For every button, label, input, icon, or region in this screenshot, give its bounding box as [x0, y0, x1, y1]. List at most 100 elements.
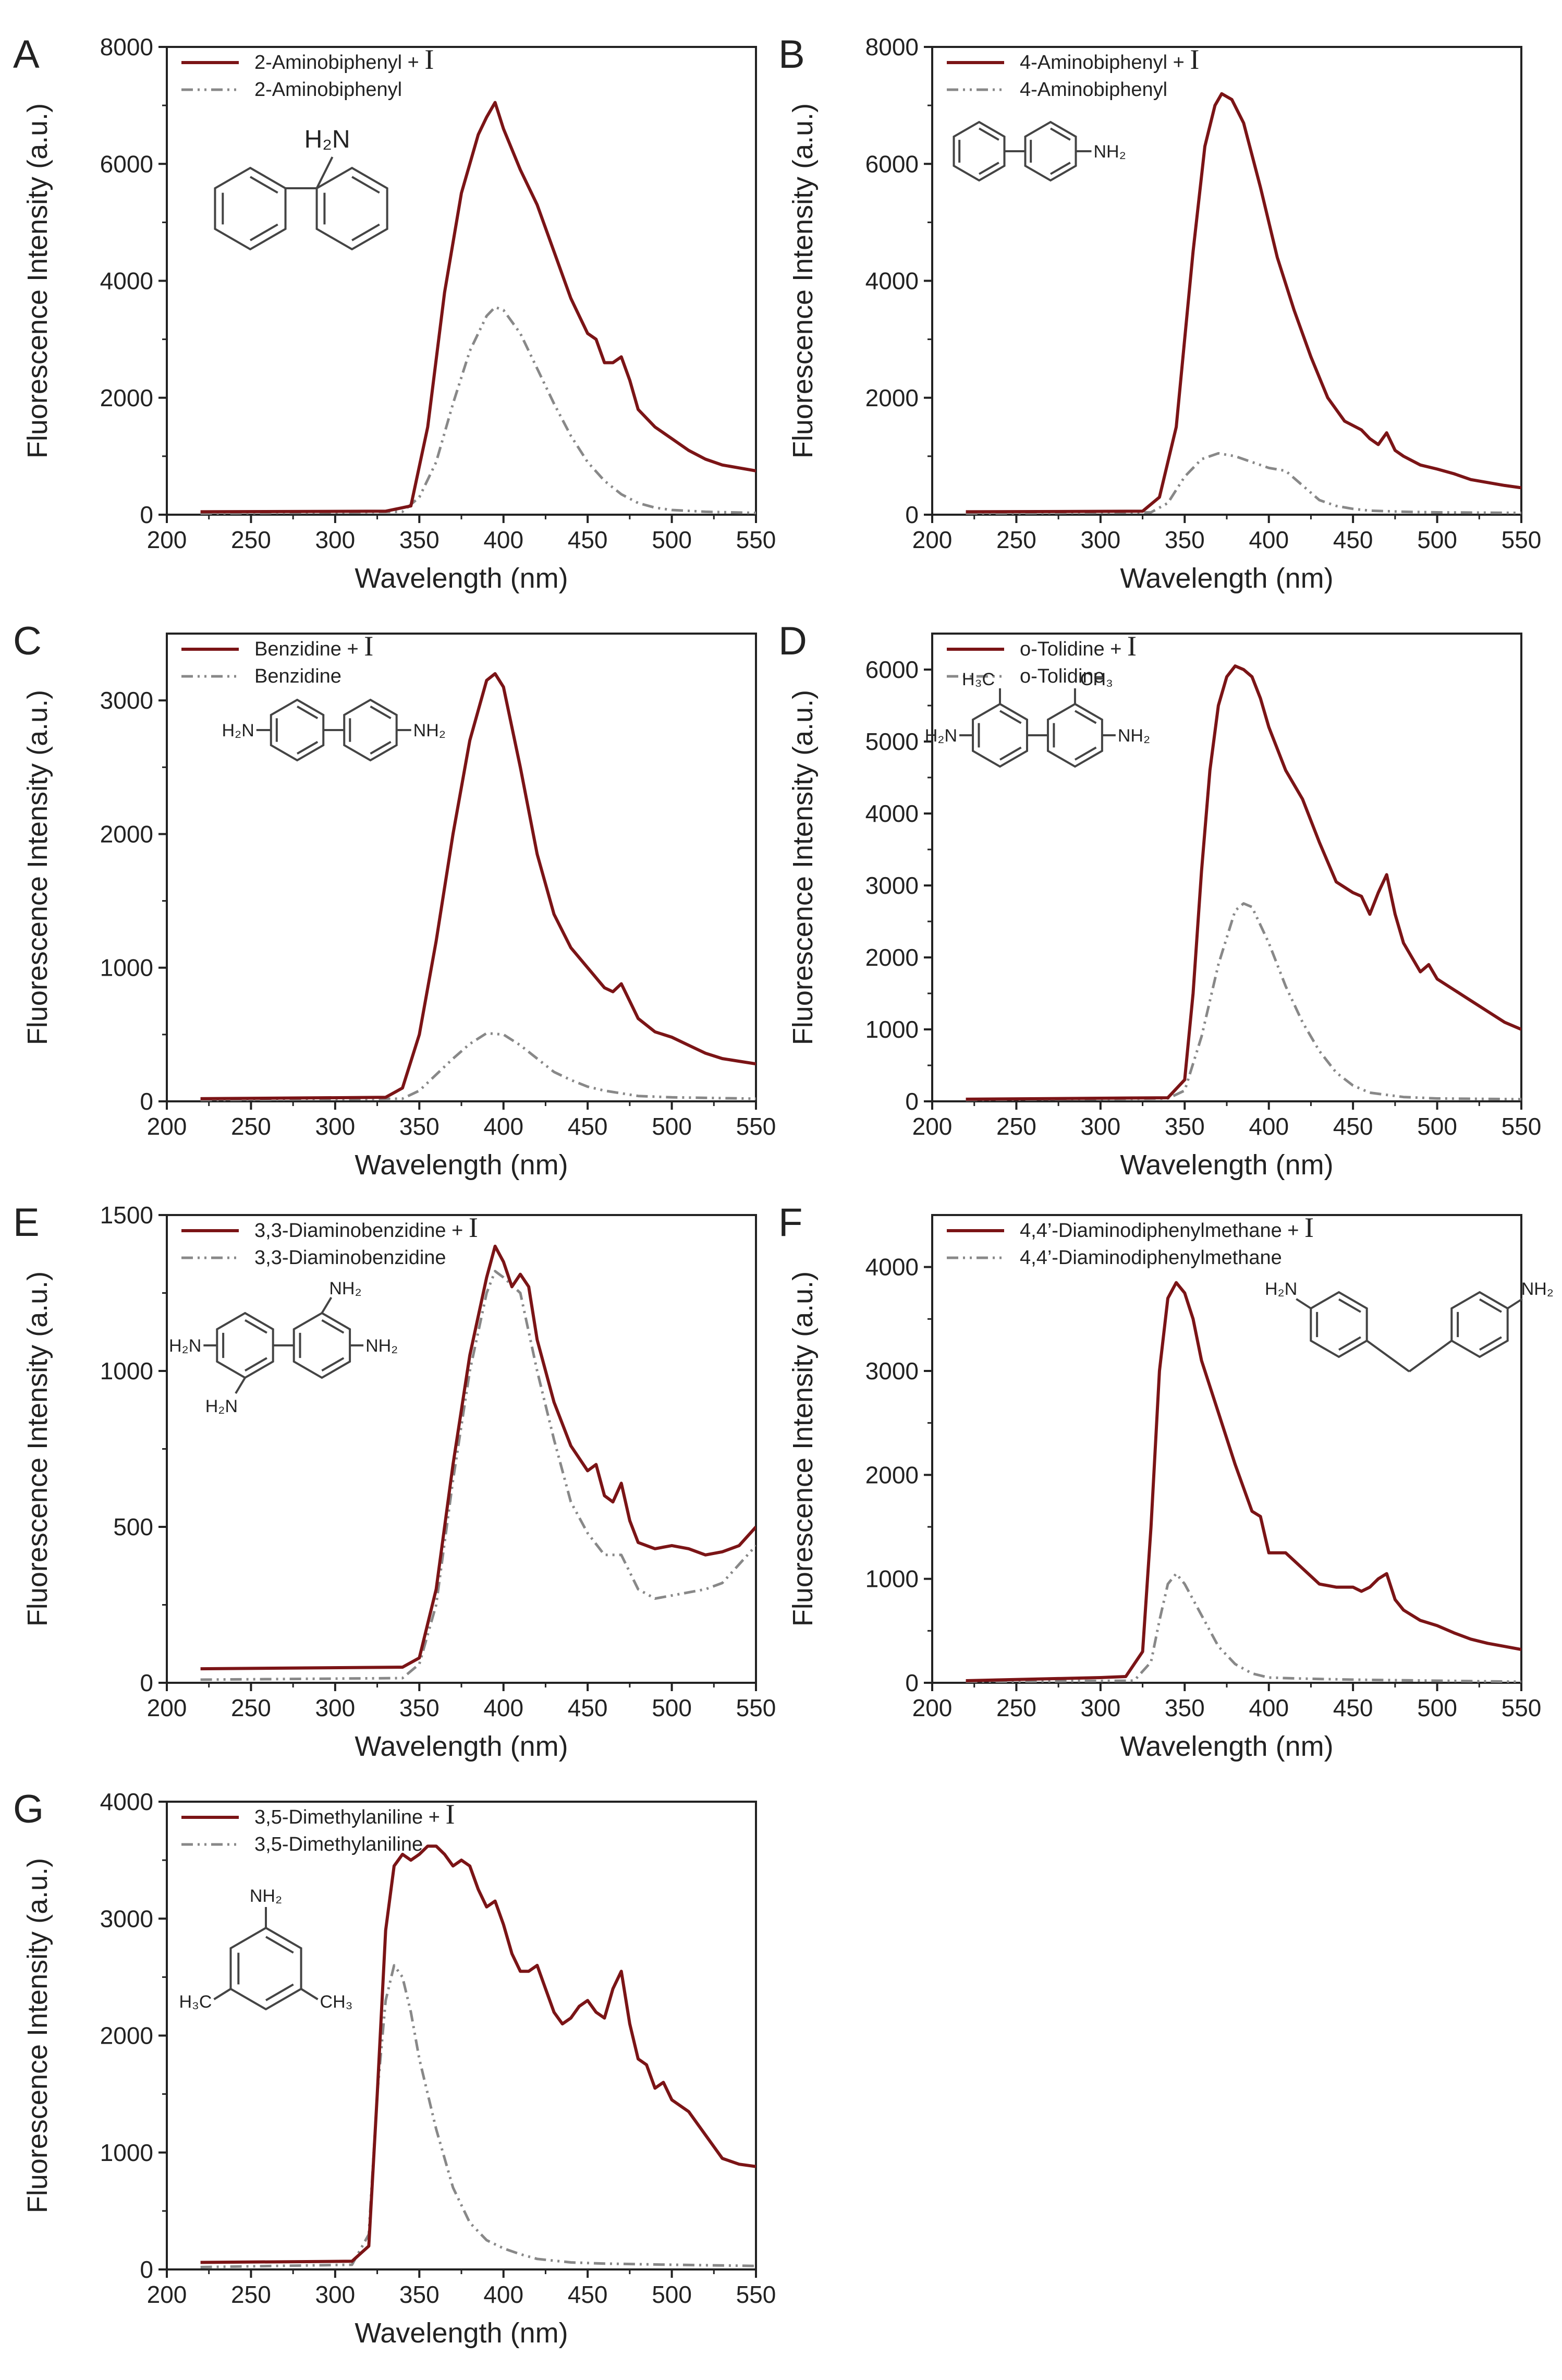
- y-tick-label: 3000: [865, 872, 919, 899]
- chemical-structure: H₂N NH₂: [1265, 1279, 1554, 1373]
- structure-bond: [213, 1988, 231, 2000]
- y-tick-label: 0: [140, 501, 153, 528]
- y-tick-label: 1000: [100, 2139, 153, 2166]
- x-axis-label: Wavelength (nm): [355, 1149, 568, 1181]
- y-tick-label: 6000: [100, 150, 153, 177]
- x-tick-label: 400: [1249, 1694, 1289, 1721]
- x-tick-label: 450: [568, 526, 608, 553]
- x-tick-label: 550: [736, 2281, 776, 2308]
- panel-letter: E: [13, 1200, 40, 1245]
- legend-label: 4-Aminobiphenyl: [1020, 79, 1167, 101]
- x-tick-label: 450: [568, 1694, 608, 1721]
- y-tick-label: 1000: [100, 954, 153, 981]
- y-tick-label: 3000: [100, 687, 153, 714]
- legend-label: 3,5-Dimethylaniline: [254, 1833, 423, 1855]
- x-tick-label: 450: [568, 1113, 608, 1140]
- x-tick-label: 250: [996, 1694, 1036, 1721]
- y-axis-label: Fluorescence Intensity (a.u.): [787, 103, 819, 458]
- panel-letter: C: [13, 619, 42, 663]
- panel-letter: G: [13, 1787, 44, 1831]
- y-tick-label: 2000: [865, 944, 919, 971]
- series-line-with-i: [200, 1844, 756, 2264]
- x-tick-label: 450: [1333, 526, 1373, 553]
- y-tick-label: 0: [140, 1669, 153, 1696]
- x-tick-label: 450: [1333, 1694, 1373, 1721]
- y-tick-label: 2000: [100, 820, 153, 847]
- structure-ring-double-bond: [321, 1319, 345, 1334]
- legend-iodine-symbol: I: [445, 1799, 455, 1830]
- series-line-reference: [200, 306, 756, 515]
- y-axis-label: Fluorescence Intensity (a.u.): [22, 1858, 53, 2213]
- panel-letter: B: [778, 32, 805, 77]
- structure-label: NH₂: [413, 721, 446, 740]
- series-line-with-i: [966, 664, 1521, 1101]
- structure-ring-double-bond: [370, 740, 392, 755]
- x-tick-label: 500: [652, 526, 692, 553]
- x-tick-label: 250: [231, 1694, 271, 1721]
- x-tick-label: 500: [652, 1113, 692, 1140]
- chemical-structure: NH₂ H₃C CH₃: [179, 1886, 352, 2012]
- x-tick-label: 350: [1165, 1113, 1205, 1140]
- series-line-reference: [200, 1964, 756, 2268]
- x-tick-label: 300: [315, 1694, 355, 1721]
- structure-ring: [270, 698, 325, 762]
- legend-iodine-symbol: I: [1190, 44, 1199, 75]
- chemical-structure: H₃C CH₃ H₂N NH₂: [925, 670, 1150, 768]
- structure-bond: [235, 1377, 246, 1394]
- x-tick-label: 400: [1249, 526, 1289, 553]
- legend-label: 2-Aminobiphenyl: [254, 79, 402, 101]
- x-tick-label: 450: [568, 2281, 608, 2308]
- panel-e: 200 250 300 350 400 450 500 550 0 500 1000 1500 Wave…: [13, 1200, 776, 1762]
- x-tick-label: 300: [1080, 1113, 1120, 1140]
- x-axis-label: Wavelength (nm): [355, 1731, 568, 1762]
- structure-label: NH₂: [329, 1279, 361, 1298]
- panel-letter: F: [778, 1200, 802, 1245]
- x-axis-label: Wavelength (nm): [1120, 563, 1333, 594]
- structure-ring: [292, 1312, 351, 1379]
- x-tick-label: 300: [1080, 1694, 1120, 1721]
- chemical-structure: H₂N: [214, 126, 388, 251]
- chemical-structure: NH₂ H₂N NH₂ H₂N: [169, 1279, 398, 1416]
- structure-label: H₂N: [304, 126, 350, 153]
- structure-bond: [1507, 1298, 1523, 1309]
- y-tick-label: 2000: [100, 384, 153, 411]
- x-tick-label: 400: [483, 526, 523, 553]
- structure-ring-double-bond: [370, 706, 392, 720]
- series-line-reference: [200, 1270, 756, 1681]
- series-line-with-i: [200, 672, 756, 1100]
- structure-bond: [1296, 1298, 1312, 1309]
- structure-ring-double-bond: [351, 223, 380, 241]
- legend-iodine-symbol: I: [469, 1212, 478, 1243]
- y-tick-label: 5000: [865, 728, 919, 755]
- y-tick-label: 6000: [865, 656, 919, 683]
- structure-label: H₂N: [205, 1397, 238, 1416]
- series-line-with-i: [966, 1281, 1521, 1682]
- structure-ring: [972, 702, 1028, 768]
- structure-ring-double-bond: [297, 706, 319, 720]
- y-tick-label: 2000: [100, 2022, 153, 2049]
- structure-label: CH₃: [1080, 670, 1113, 689]
- x-axis-label: Wavelength (nm): [355, 2317, 568, 2349]
- y-tick-label: 0: [140, 2256, 153, 2283]
- y-tick-label: 500: [113, 1513, 153, 1540]
- x-tick-label: 450: [1333, 1113, 1373, 1140]
- x-tick-label: 300: [315, 2281, 355, 2308]
- structure-ring-double-bond: [265, 1936, 294, 1954]
- x-tick-label: 200: [912, 526, 953, 553]
- x-tick-label: 250: [231, 1113, 271, 1140]
- legend-iodine-symbol: I: [1304, 1212, 1314, 1243]
- x-tick-label: 550: [736, 526, 776, 553]
- structure-ring-double-bond: [1074, 710, 1097, 724]
- structure-ring-double-bond: [1050, 162, 1071, 175]
- legend-label: 3,3-Diaminobenzidine: [254, 1247, 446, 1269]
- structure-label: H₂N: [169, 1336, 201, 1356]
- structure-label: NH₂: [1118, 726, 1150, 746]
- x-tick-label: 350: [399, 2281, 440, 2308]
- legend-iodine-symbol: I: [424, 44, 434, 75]
- x-tick-label: 350: [1165, 526, 1205, 553]
- structure-ring-double-bond: [244, 1357, 267, 1372]
- series-line-reference: [966, 452, 1521, 515]
- series-line-reference: [200, 1031, 756, 1101]
- structure-label: H₃C: [179, 1992, 212, 2012]
- x-tick-label: 500: [652, 2281, 692, 2308]
